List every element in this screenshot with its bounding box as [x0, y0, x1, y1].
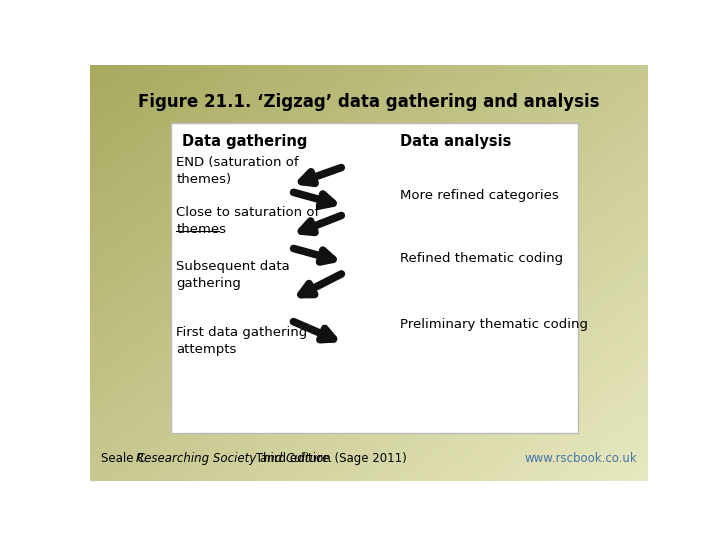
Text: www.rscbook.co.uk: www.rscbook.co.uk [524, 453, 637, 465]
Text: More refined categories: More refined categories [400, 190, 559, 202]
FancyBboxPatch shape [171, 123, 578, 433]
Text: Researching Society and Culture.: Researching Society and Culture. [136, 453, 333, 465]
Text: Refined thematic coding: Refined thematic coding [400, 252, 563, 265]
Text: END (saturation of
themes): END (saturation of themes) [176, 156, 299, 186]
Text: Data analysis: Data analysis [400, 134, 511, 149]
Text: Figure 21.1. ‘Zigzag’ data gathering and analysis: Figure 21.1. ‘Zigzag’ data gathering and… [138, 93, 600, 111]
Text: First data gathering
attempts: First data gathering attempts [176, 326, 307, 356]
Text: Seale C.: Seale C. [101, 453, 153, 465]
Text: Data gathering: Data gathering [182, 134, 307, 149]
Text: Preliminary thematic coding: Preliminary thematic coding [400, 318, 588, 331]
Text: Close to saturation of
themes: Close to saturation of themes [176, 206, 320, 236]
Text: Third edition (Sage 2011): Third edition (Sage 2011) [252, 453, 407, 465]
Text: Subsequent data
gathering: Subsequent data gathering [176, 260, 290, 290]
